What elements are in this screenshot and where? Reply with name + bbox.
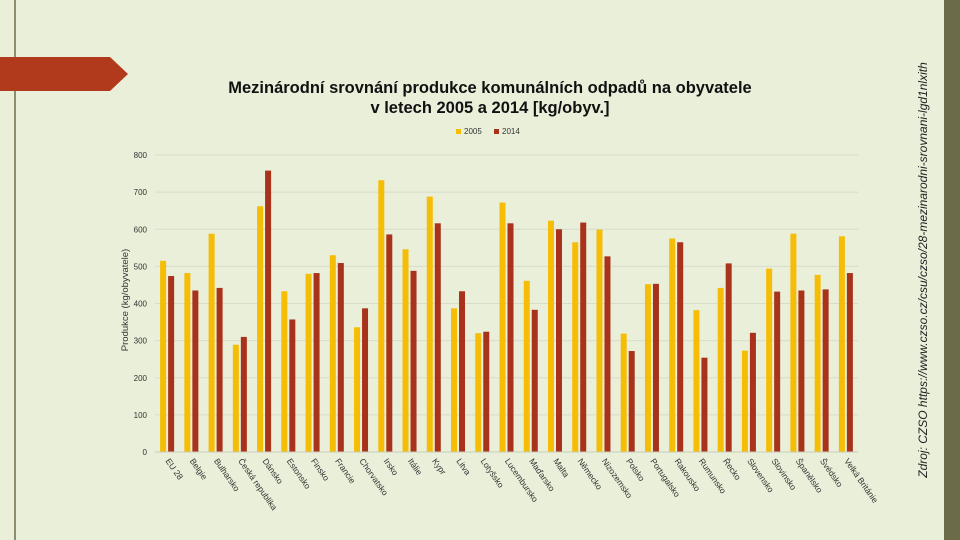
bar-2005: [232, 344, 239, 452]
title-line-1: Mezinárodní srovnání produkce komunálníc…: [228, 79, 752, 97]
bar-2005: [354, 327, 361, 452]
bar-2014: [240, 336, 247, 452]
bar-2014: [386, 234, 393, 452]
bar-2014: [192, 290, 199, 452]
bar-2005: [378, 180, 385, 452]
accent-arrow: [0, 57, 128, 91]
bar-2005: [402, 249, 409, 452]
y-tick-label: 200: [134, 374, 148, 383]
bar-2005: [184, 273, 191, 452]
bar-2005: [257, 206, 264, 452]
x-tick-label: Polsko: [624, 456, 647, 483]
bar-2014: [774, 291, 781, 452]
bar-2014: [555, 229, 562, 452]
bar-2005: [741, 350, 748, 452]
x-tick-label: Lotyšsko: [479, 456, 507, 489]
bar-2005: [160, 260, 167, 452]
right-side-bar: [944, 0, 960, 540]
y-tick-label: 400: [134, 300, 148, 309]
x-tick-label: Itálie: [406, 456, 425, 477]
bar-2005: [281, 291, 288, 452]
x-tick-label: Velká Británie: [842, 456, 880, 505]
x-tick-label: Irsko: [382, 456, 401, 477]
x-tick-label: Litva: [454, 456, 473, 477]
bar-2014: [822, 289, 829, 452]
y-tick-label: 800: [134, 151, 148, 160]
left-edge-line: [14, 0, 16, 540]
bar-2014: [580, 222, 587, 452]
bar-2014: [337, 263, 344, 452]
bar-2014: [677, 242, 684, 452]
x-tick-label: Finsko: [309, 456, 332, 482]
y-tick-label: 0: [143, 448, 148, 457]
bar-2005: [523, 280, 530, 452]
x-tick-label: EU 28: [163, 456, 185, 481]
x-tick-label: Malta: [551, 456, 571, 479]
legend-label: 2014: [502, 127, 520, 136]
bar-2005: [838, 236, 845, 452]
legend-swatch-2005: [456, 129, 461, 134]
bar-2014: [531, 309, 538, 452]
bar-2005: [547, 220, 554, 452]
bar-2014: [846, 273, 853, 452]
x-tick-label: Dánsko: [260, 456, 285, 486]
legend-label: 2005: [464, 127, 482, 136]
bar-2014: [434, 223, 441, 452]
bar-2005: [790, 233, 797, 452]
bar-2005: [305, 273, 312, 452]
y-tick-label: 500: [134, 262, 148, 271]
bar-2014: [265, 170, 272, 452]
bar-2005: [475, 333, 482, 452]
bar-2005: [572, 242, 579, 452]
y-tick-label: 100: [134, 411, 148, 420]
bar-2005: [451, 308, 458, 452]
bar-2014: [168, 276, 175, 452]
x-tick-label: Belgie: [188, 456, 210, 481]
y-tick-label: 600: [134, 225, 148, 234]
legend-swatch-2014: [494, 129, 499, 134]
bar-2005: [644, 284, 651, 452]
bar-2014: [410, 270, 417, 452]
x-tick-label: Francie: [333, 456, 358, 485]
bar-2014: [362, 308, 369, 452]
y-tick-label: 300: [134, 337, 148, 346]
bar-2014: [749, 332, 756, 452]
bar-2005: [426, 196, 433, 452]
bar-2014: [604, 256, 611, 452]
title-line-2: v letech 2005 a 2014 [kg/obyv.]: [370, 99, 610, 117]
x-tick-label: Řecko: [721, 456, 743, 482]
bar-2014: [628, 351, 635, 452]
bar-2014: [216, 287, 223, 452]
chart-title: Mezinárodní srovnání produkce komunálníc…: [150, 78, 830, 118]
bar-2005: [329, 255, 336, 452]
x-tick-label: Kypr: [430, 456, 448, 476]
bar-2005: [669, 238, 676, 452]
bar-2014: [459, 291, 466, 452]
bar-2014: [652, 283, 659, 452]
bar-2005: [766, 268, 773, 452]
bar-2014: [507, 223, 514, 452]
bar-2014: [725, 263, 732, 452]
y-tick-label: 700: [134, 188, 148, 197]
bar-2014: [289, 319, 296, 452]
bar-2005: [499, 202, 506, 452]
bar-2005: [596, 229, 603, 452]
bar-2014: [798, 290, 805, 452]
bar-2005: [814, 274, 821, 452]
y-axis-label: Produkce (kg/obyvatele): [120, 249, 131, 351]
bar-2014: [313, 273, 320, 452]
bar-2005: [717, 287, 724, 452]
bar-2005: [620, 333, 627, 452]
bar-2014: [483, 331, 490, 452]
bar-2014: [701, 357, 708, 452]
bar-2005: [693, 310, 700, 452]
bar-2005: [208, 233, 215, 452]
source-note: Zdroj: CZSO https://www.czso.cz/csu/czso…: [916, 62, 930, 478]
